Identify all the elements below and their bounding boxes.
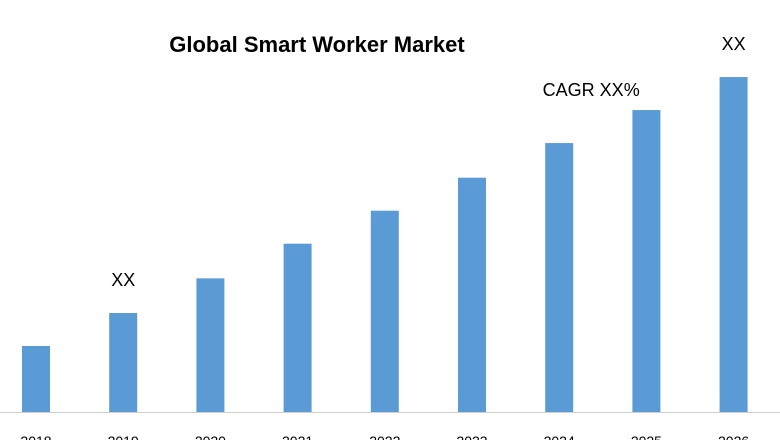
x-tick-label-2018: 2018	[20, 433, 51, 440]
annotation-3: XX	[722, 34, 746, 54]
x-tick-label-2019: 2019	[108, 433, 139, 440]
x-tick-label-2022: 2022	[369, 433, 400, 440]
bar-2022	[370, 210, 399, 412]
bar-2021	[283, 243, 312, 412]
bar-2018	[22, 346, 50, 412]
annotation-2: CAGR XX%	[543, 80, 640, 100]
annotation-1: XX	[111, 270, 135, 290]
x-tick-label-2020: 2020	[195, 433, 226, 440]
bar-2020	[196, 278, 225, 412]
x-tick-label-2024: 2024	[544, 433, 575, 440]
bar-2019	[109, 313, 138, 412]
bar-2025	[632, 110, 661, 413]
x-tick-label-2023: 2023	[456, 433, 487, 440]
x-tick-label-2025: 2025	[631, 433, 662, 440]
x-tick-label-2021: 2021	[282, 433, 313, 440]
chart-title: Global Smart Worker Market	[169, 32, 465, 57]
bar-2023	[458, 177, 486, 412]
x-tick-label-2026: 2026	[718, 433, 749, 440]
bar-2026	[719, 77, 748, 413]
bar-2024	[545, 143, 574, 413]
